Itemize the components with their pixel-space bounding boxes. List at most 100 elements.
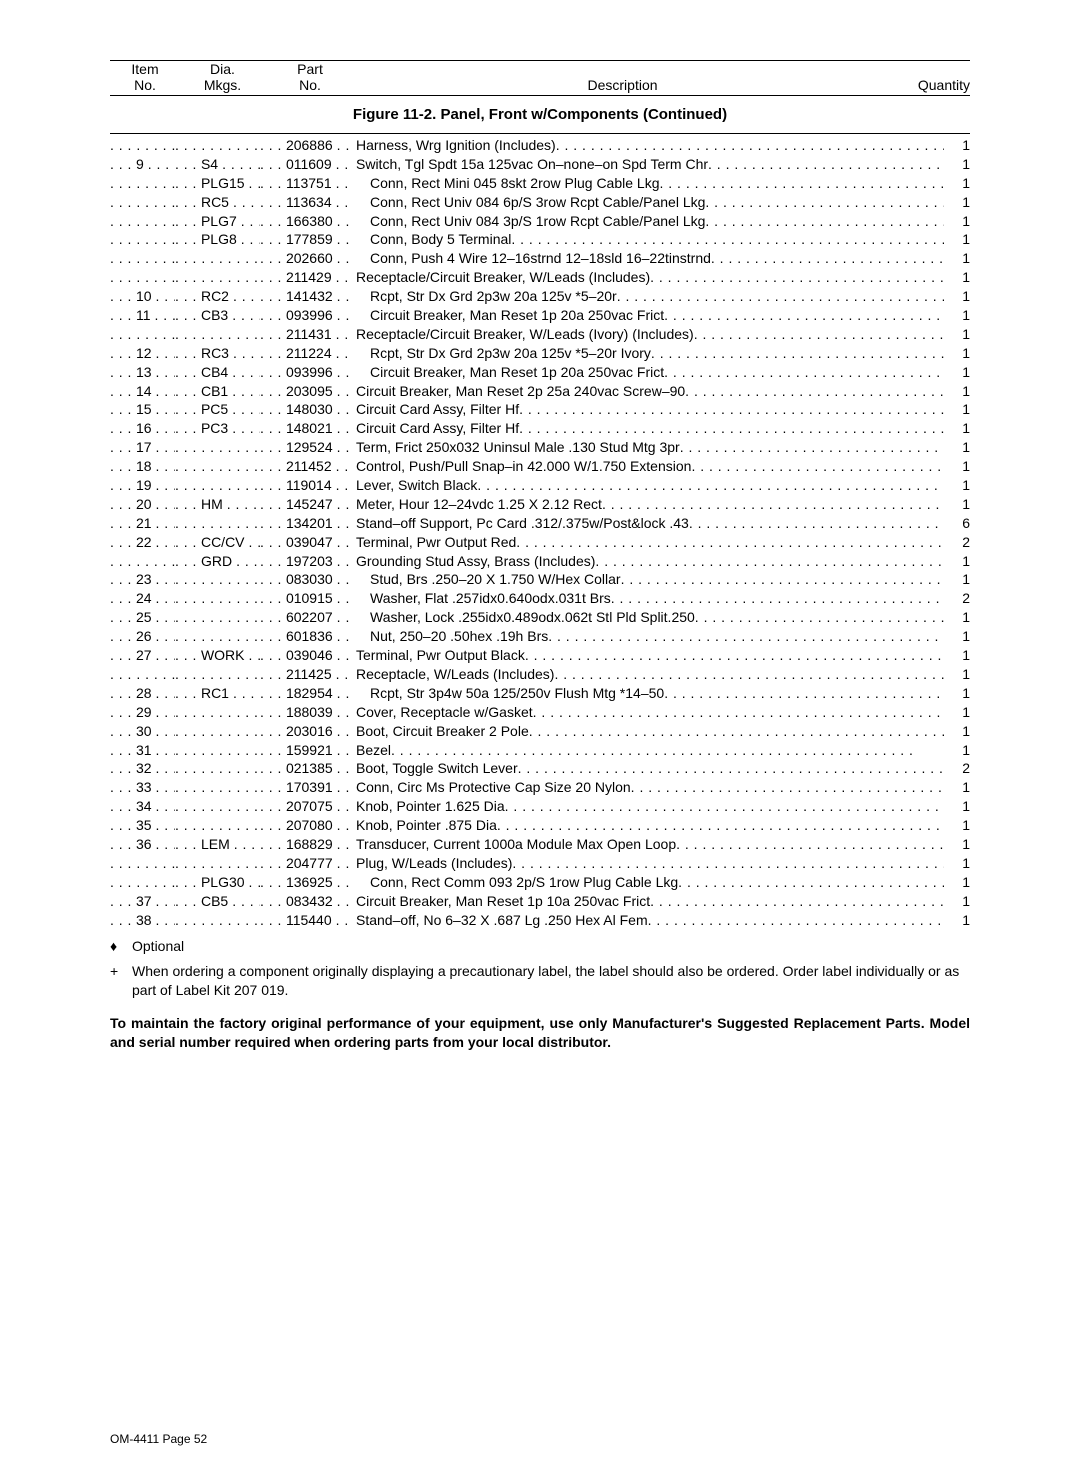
cell-dia: . . . S4. . . . . . . . . . . . . .: [175, 155, 260, 174]
table-row: . . . 38. . . . . . . . . . . . . .. . .…: [110, 911, 970, 930]
cell-desc: Nut, 250–20 .50hex .19h Brs . . . . . . …: [350, 627, 944, 646]
cell-part: . . . 083432. . . . . . . . . . . . . .: [260, 892, 350, 911]
cell-dia: . . . . . . . . . . . . . . . . . . . . …: [175, 476, 260, 495]
cell-dia: . . . WORK. . . . . . . . . . . . . .: [175, 646, 260, 665]
cell-desc: Control, Push/Pull Snap–in 42.000 W/1.75…: [350, 457, 944, 476]
cell-dia: . . . RC1. . . . . . . . . . . . . .: [175, 684, 260, 703]
cell-desc: Knob, Pointer .875 Dia . . . . . . . . .…: [350, 816, 944, 835]
cell-item: . . . . . . . . . . . . . . . . . . . . …: [110, 325, 175, 344]
cell-part: . . . 148021. . . . . . . . . . . . . .: [260, 419, 350, 438]
table-row: . . . 14. . . . . . . . . . . . . .. . .…: [110, 382, 970, 401]
cell-desc: Terminal, Pwr Output Red . . . . . . . .…: [350, 533, 944, 552]
cell-desc: Receptacle/Circuit Breaker, W/Leads (Inc…: [350, 268, 944, 287]
cell-qty: 1: [944, 193, 970, 212]
cell-desc: Conn, Rect Univ 084 3p/S 1row Rcpt Cable…: [350, 212, 944, 231]
cell-item: . . . 23. . . . . . . . . . . . . .: [110, 570, 175, 589]
cell-dia: . . . . . . . . . . . . . . . . . . . . …: [175, 457, 260, 476]
cell-item: . . . . . . . . . . . . . . . . . . . . …: [110, 174, 175, 193]
hdr-dia: Dia. Mkgs.: [180, 61, 265, 93]
cell-part: . . . 136925. . . . . . . . . . . . . .: [260, 873, 350, 892]
table-row: . . . 11. . . . . . . . . . . . . .. . .…: [110, 306, 970, 325]
cell-item: . . . 16. . . . . . . . . . . . . .: [110, 419, 175, 438]
cell-qty: 1: [944, 854, 970, 873]
table-row: . . . 37. . . . . . . . . . . . . . . . .…: [110, 892, 970, 911]
cell-part: . . . 039046. . . . . . . . . . . . . .: [260, 646, 350, 665]
plus-icon: +: [110, 962, 132, 1000]
table-row: . . . 28. . . . . . . . . . . . . .. . .…: [110, 684, 970, 703]
hdr-qty-label: Quantity: [890, 77, 970, 93]
cell-part: . . . 011609. . . . . . . . . . . . . .: [260, 155, 350, 174]
parts-list: . . . . . . . . . . . . . . . . . . . . …: [110, 136, 970, 929]
cell-desc: Conn, Body 5 Terminal . . . . . . . . . …: [350, 230, 944, 249]
cell-qty: 2: [944, 759, 970, 778]
cell-qty: 6: [944, 514, 970, 533]
cell-item: . . . 35. . . . . . . . . . . . . .: [110, 816, 175, 835]
cell-desc: Receptacle, W/Leads (Includes) . . . . .…: [350, 665, 944, 684]
cell-qty: 1: [944, 570, 970, 589]
cell-dia: . . . PC3. . . . . . . . . . . . . .: [175, 419, 260, 438]
cell-desc: Transducer, Current 1000a Module Max Ope…: [350, 835, 944, 854]
hdr-dia-2: Mkgs.: [180, 77, 265, 93]
cell-qty: 1: [944, 911, 970, 930]
cell-dia: . . . . . . . . . . . . . . . . . . . . …: [175, 854, 260, 873]
cell-dia: . . . . . . . . . . . . . . . . . . . . …: [175, 325, 260, 344]
cell-desc: Meter, Hour 12–24vdc 1.25 X 2.12 Rect . …: [350, 495, 944, 514]
bold-note: To maintain the factory original perform…: [110, 1014, 970, 1052]
cell-qty: 1: [944, 230, 970, 249]
cell-qty: 1: [944, 287, 970, 306]
cell-dia: . . . PLG15. . . . . . . . . . . . . .: [175, 174, 260, 193]
cell-qty: 1: [944, 627, 970, 646]
cell-part: . . . 203095. . . . . . . . . . . . . .: [260, 382, 350, 401]
cell-qty: 1: [944, 873, 970, 892]
table-row: . . . 36. . . . . . . . . . . . . . . . .…: [110, 835, 970, 854]
table-row: . . . 15. . . . . . . . . . . . . .. . .…: [110, 400, 970, 419]
cell-dia: . . . . . . . . . . . . . . . . . . . . …: [175, 514, 260, 533]
optional-note: ♦ Optional: [110, 937, 970, 956]
cell-dia: . . . CB1. . . . . . . . . . . . . .: [175, 382, 260, 401]
table-row: . . . 10. . . . . . . . . . . . . .. . .…: [110, 287, 970, 306]
cell-qty: 2: [944, 589, 970, 608]
cell-item: . . . 36. . . . . . . . . . . . . .: [110, 835, 175, 854]
cell-item: . . . . . . . . . . . . . . . . . . . . …: [110, 193, 175, 212]
cell-dia: . . . GRD. . . . . . . . . . . . . .: [175, 552, 260, 571]
cell-part: . . . 203016. . . . . . . . . . . . . .: [260, 722, 350, 741]
cell-qty: 1: [944, 155, 970, 174]
cell-part: . . . 211425. . . . . . . . . . . . . .: [260, 665, 350, 684]
hdr-item-2: No.: [110, 77, 180, 93]
cell-part: . . . 113634. . . . . . . . . . . . . .: [260, 193, 350, 212]
cell-part: . . . 113751. . . . . . . . . . . . . .: [260, 174, 350, 193]
cell-qty: 1: [944, 646, 970, 665]
table-row: . . . 18. . . . . . . . . . . . . .. . .…: [110, 457, 970, 476]
optional-label: Optional: [132, 937, 970, 956]
table-row: . . . 13. . . . . . . . . . . . . .. . .…: [110, 363, 970, 382]
cell-dia: . . . . . . . . . . . . . . . . . . . . …: [175, 589, 260, 608]
cell-desc: Plug, W/Leads (Includes) . . . . . . . .…: [350, 854, 944, 873]
cell-part: . . . 129524. . . . . . . . . . . . . .: [260, 438, 350, 457]
cell-item: . . . 37. . . . . . . . . . . . . .: [110, 892, 175, 911]
cell-desc: Rcpt, Str 3p4w 50a 125/250v Flush Mtg *1…: [350, 684, 944, 703]
cell-qty: 1: [944, 382, 970, 401]
cell-dia: . . . CB4. . . . . . . . . . . . . .: [175, 363, 260, 382]
table-row: . . . 9. . . . . . . . . . . . . .. . . …: [110, 155, 970, 174]
cell-item: . . . 24. . . . . . . . . . . . . .: [110, 589, 175, 608]
cell-part: . . . 093996. . . . . . . . . . . . . .: [260, 363, 350, 382]
table-row: . . . 35. . . . . . . . . . . . . . . . .…: [110, 816, 970, 835]
table-row: . . . 31. . . . . . . . . . . . . .. . .…: [110, 741, 970, 760]
table-row: . . . 16. . . . . . . . . . . . . .. . .…: [110, 419, 970, 438]
cell-part: . . . 168829. . . . . . . . . . . . . .: [260, 835, 350, 854]
cell-qty: 1: [944, 495, 970, 514]
table-row: . . . . . . . . . . . . . . . . . . . . …: [110, 268, 970, 287]
cell-part: . . . 182954. . . . . . . . . . . . . .: [260, 684, 350, 703]
cell-part: . . . 211431. . . . . . . . . . . . . .: [260, 325, 350, 344]
table-row: . . . . . . . . . . . . . . . . . . . . …: [110, 249, 970, 268]
table-row: . . . 27. . . . . . . . . . . . . .. . .…: [110, 646, 970, 665]
cell-desc: Circuit Breaker, Man Reset 1p 10a 250vac…: [350, 892, 944, 911]
cell-item: . . . 30. . . . . . . . . . . . . .: [110, 722, 175, 741]
table-row: . . . . . . . . . . . . . . . . . . . . …: [110, 552, 970, 571]
cell-desc: Harness, Wrg Ignition (Includes) . . . .…: [350, 136, 944, 155]
cell-desc: Term, Frict 250x032 Uninsul Male .130 St…: [350, 438, 944, 457]
cell-qty: 1: [944, 892, 970, 911]
hdr-desc-label: Description: [355, 77, 890, 93]
cell-part: . . . 207080. . . . . . . . . . . . . .: [260, 816, 350, 835]
cell-part: . . . 021385. . . . . . . . . . . . . .: [260, 759, 350, 778]
